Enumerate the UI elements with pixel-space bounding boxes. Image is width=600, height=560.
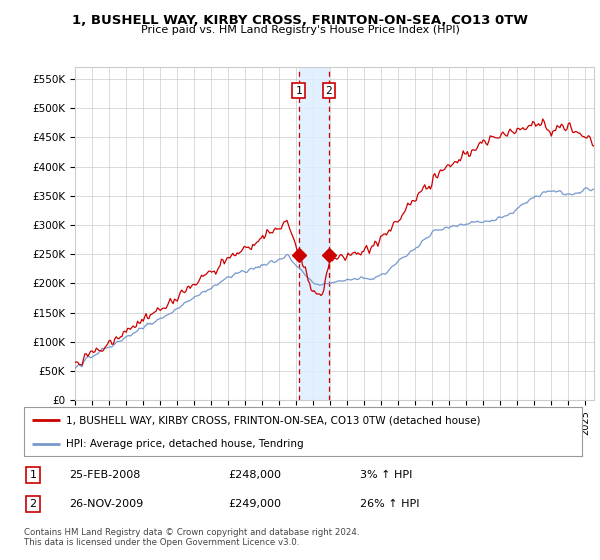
Text: 1, BUSHELL WAY, KIRBY CROSS, FRINTON-ON-SEA, CO13 0TW: 1, BUSHELL WAY, KIRBY CROSS, FRINTON-ON-… (72, 14, 528, 27)
Text: 26% ↑ HPI: 26% ↑ HPI (360, 499, 419, 509)
Text: 26-NOV-2009: 26-NOV-2009 (69, 499, 143, 509)
Text: 1, BUSHELL WAY, KIRBY CROSS, FRINTON-ON-SEA, CO13 0TW (detached house): 1, BUSHELL WAY, KIRBY CROSS, FRINTON-ON-… (66, 416, 481, 426)
Text: 2: 2 (29, 499, 37, 509)
Text: Contains HM Land Registry data © Crown copyright and database right 2024.
This d: Contains HM Land Registry data © Crown c… (24, 528, 359, 548)
Text: 1: 1 (295, 86, 302, 96)
Text: HPI: Average price, detached house, Tendring: HPI: Average price, detached house, Tend… (66, 439, 304, 449)
Bar (299, 67, 329, 400)
Text: Price paid vs. HM Land Registry's House Price Index (HPI): Price paid vs. HM Land Registry's House … (140, 25, 460, 35)
Text: 25-FEB-2008: 25-FEB-2008 (69, 470, 140, 480)
Text: £248,000: £248,000 (228, 470, 281, 480)
Text: 2: 2 (325, 86, 332, 96)
Text: £249,000: £249,000 (228, 499, 281, 509)
Text: 1: 1 (29, 470, 37, 480)
Text: 3% ↑ HPI: 3% ↑ HPI (360, 470, 412, 480)
